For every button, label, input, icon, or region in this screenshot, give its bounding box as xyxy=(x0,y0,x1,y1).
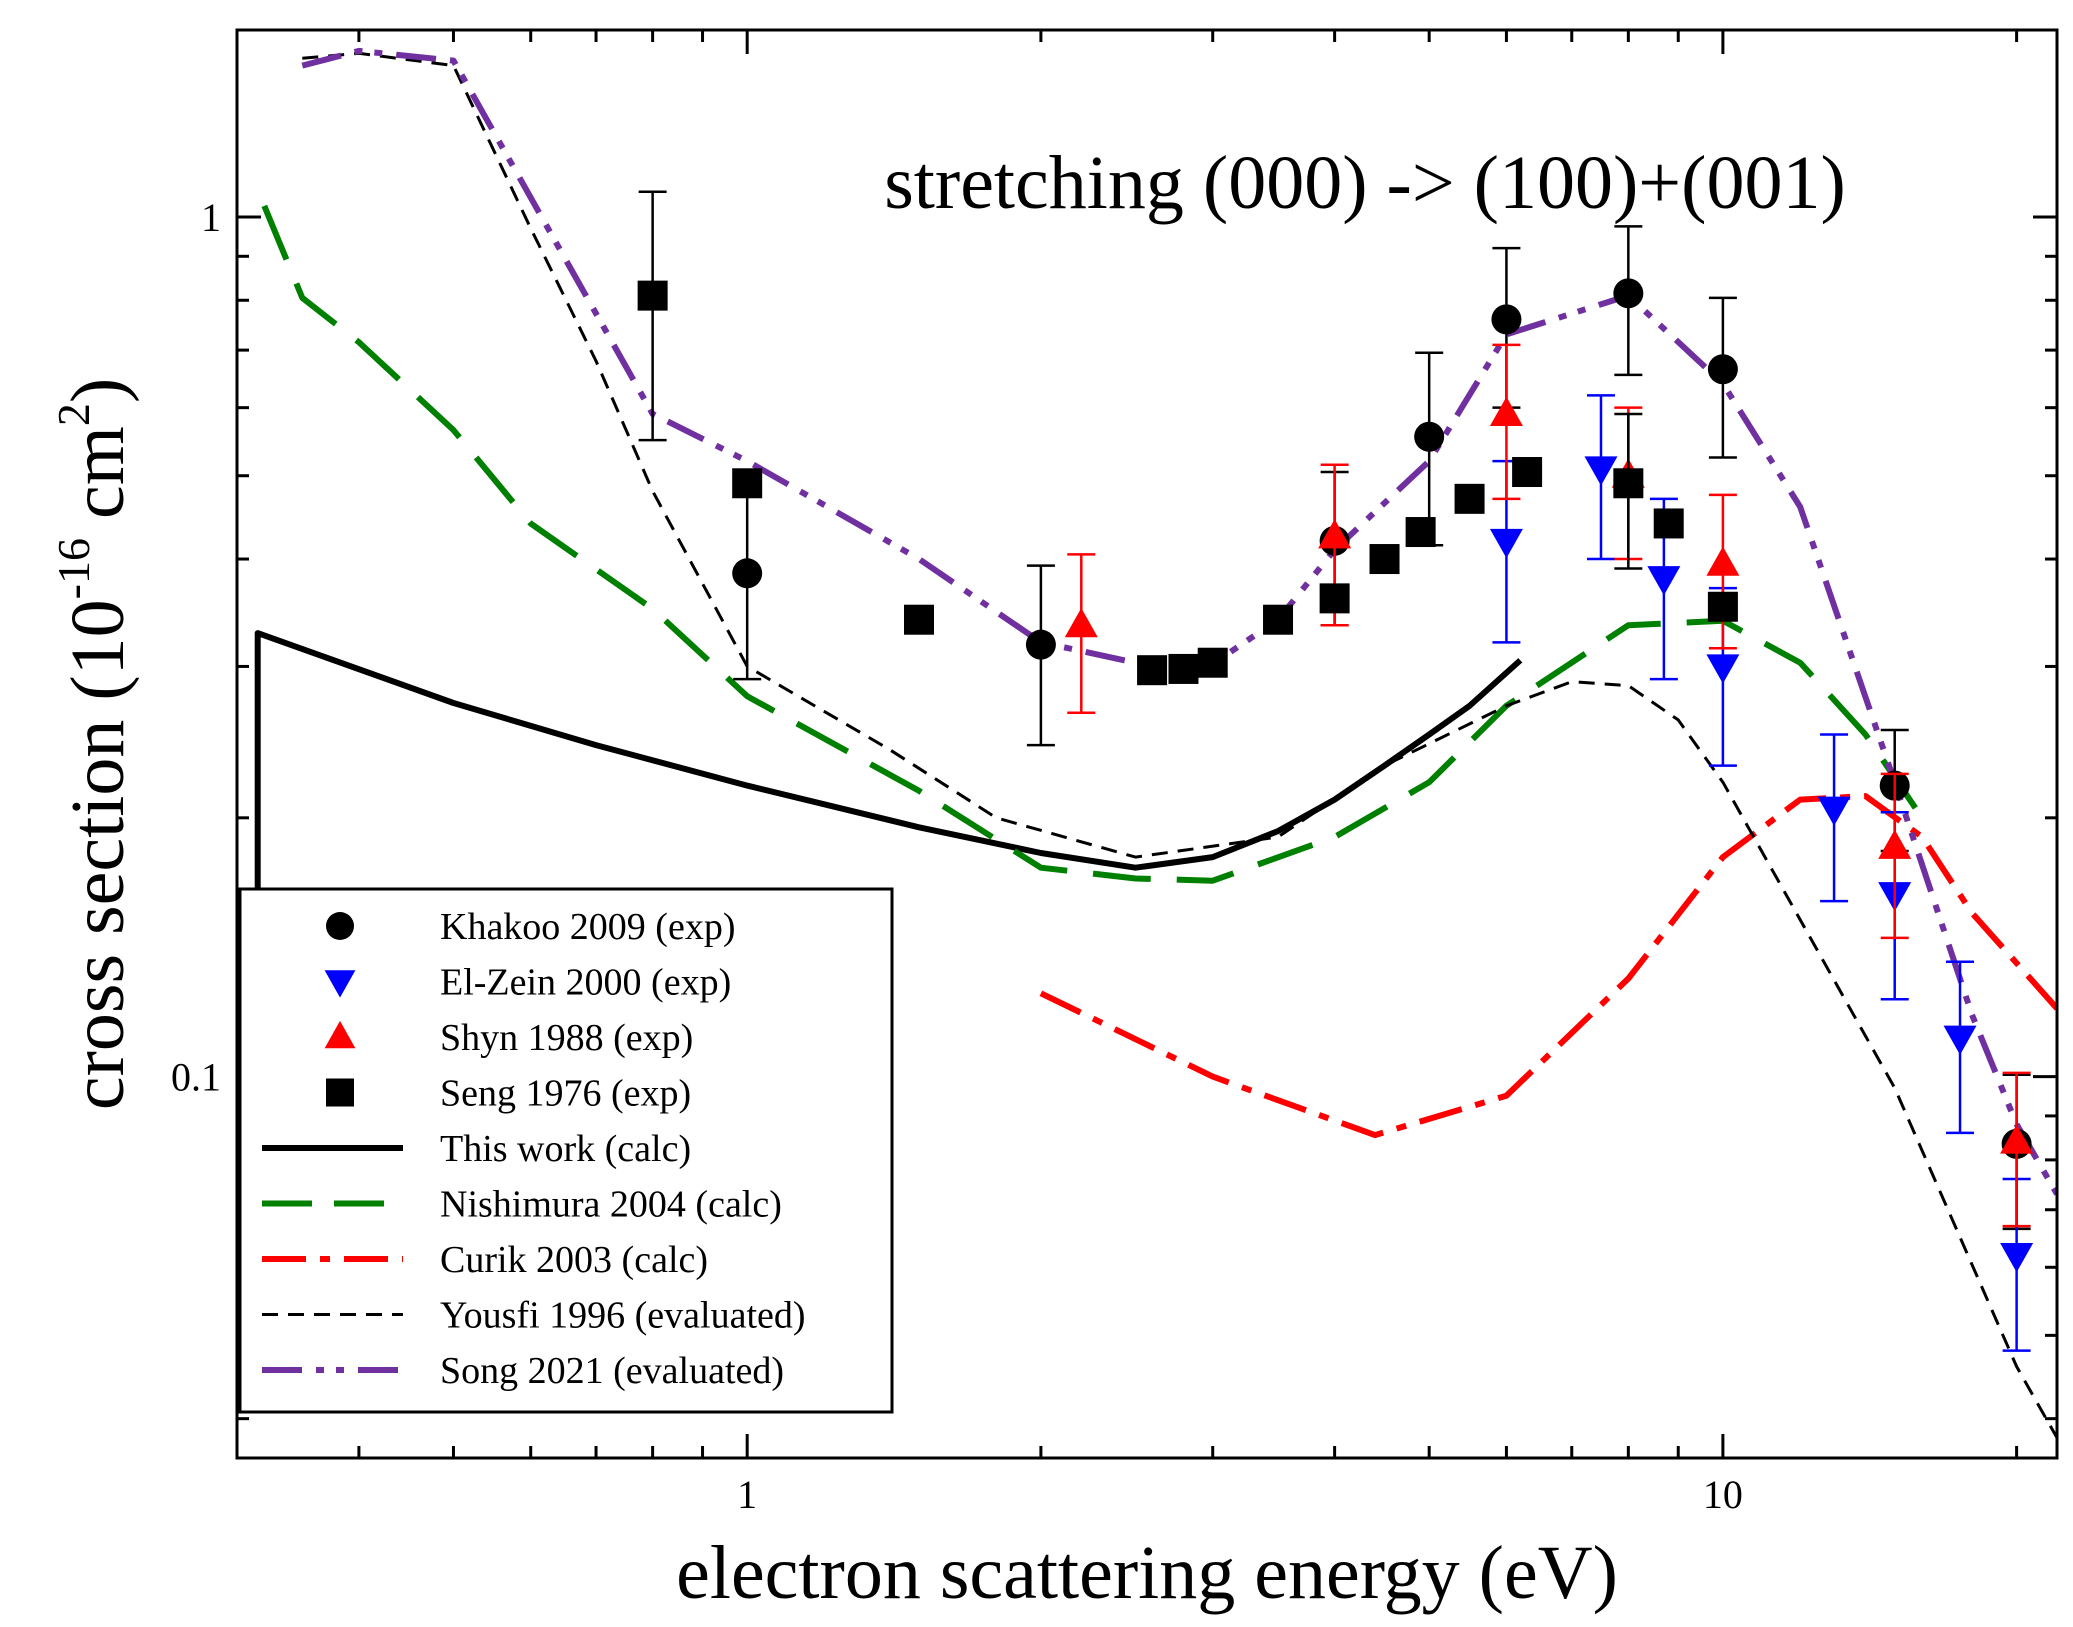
data-point-seng xyxy=(1653,508,1684,539)
legend-label-seng: Seng 1976 (exp) xyxy=(440,1073,691,1115)
data-point-khakoo xyxy=(1491,304,1522,335)
series-line-curik xyxy=(1039,793,2057,1139)
y-axis-label-exp1: -16 xyxy=(48,538,99,599)
data-point-seng xyxy=(1613,468,1644,499)
series-layer xyxy=(254,47,2057,1439)
data-point-khakoo xyxy=(1707,354,1738,385)
y-axis-label-main: cross section (10 xyxy=(56,599,140,1110)
data-point-seng xyxy=(1707,591,1738,622)
legend-label-yousfi: Yousfi 1996 (evaluated) xyxy=(440,1295,806,1337)
legend-label-curik: Curik 2003 (calc) xyxy=(440,1239,708,1281)
data-point-shyn xyxy=(1706,546,1740,576)
data-point-seng xyxy=(1319,583,1350,614)
series-line-song xyxy=(301,47,2057,1196)
ticks-layer: 1 10 0.1 1 xyxy=(171,30,2057,1517)
data-point-el-zein xyxy=(1817,796,1851,826)
y-tick-label: 0.1 xyxy=(171,1055,221,1100)
data-point-el-zein xyxy=(1584,456,1618,486)
legend-label-nishimura: Nishimura 2004 (calc) xyxy=(440,1184,782,1226)
series-line-this xyxy=(254,630,1523,1189)
data-point-seng xyxy=(1454,483,1485,514)
data-point-seng xyxy=(1197,647,1228,678)
data-point-seng xyxy=(1512,457,1543,488)
legend-label-this: This work (calc) xyxy=(440,1128,691,1170)
legend-marker-khakoo xyxy=(326,912,354,940)
chart-title: stretching (000) -> (100)+(001) xyxy=(884,141,1846,225)
legend-marker-shyn xyxy=(324,1020,356,1049)
data-point-khakoo xyxy=(1613,278,1644,309)
y-tick-label: 1 xyxy=(201,195,221,240)
data-point-seng xyxy=(903,604,934,635)
x-axis-label: electron scattering energy (eV) xyxy=(676,1531,1618,1615)
data-point-seng xyxy=(732,468,763,499)
data-point-shyn xyxy=(1878,829,1912,859)
y-axis-label: cross section (10-16 cm2) xyxy=(48,378,140,1110)
data-point-seng xyxy=(637,280,668,311)
data-point-seng xyxy=(1405,517,1436,548)
plot-frame xyxy=(235,28,2059,1460)
data-point-el-zein xyxy=(1706,654,1740,684)
data-point-shyn xyxy=(1489,396,1523,426)
data-point-el-zein xyxy=(1647,566,1681,596)
y-axis-label-end: ) xyxy=(56,378,140,403)
data-point-khakoo xyxy=(732,558,763,589)
legend: Khakoo 2009 (exp) El-Zein 2000 (exp) Shyn … xyxy=(238,887,894,1414)
data-point-shyn xyxy=(2000,1124,2034,1154)
y-axis-label-exp2: 2 xyxy=(48,403,99,426)
legend-label-khakoo: Khakoo 2009 (exp) xyxy=(440,906,735,948)
data-point-seng xyxy=(1369,544,1400,575)
data-point-khakoo xyxy=(1025,629,1056,660)
x-tick-label: 10 xyxy=(1703,1472,1743,1517)
legend-label-song: Song 2021 (evaluated) xyxy=(440,1350,784,1392)
legend-label-shyn: Shyn 1988 (exp) xyxy=(440,1017,693,1059)
data-point-seng xyxy=(1168,653,1199,684)
data-point-khakoo xyxy=(1414,421,1445,452)
data-point-el-zein xyxy=(1489,528,1523,559)
data-point-seng xyxy=(1137,655,1168,686)
data-point-el-zein xyxy=(1943,1025,1977,1055)
x-tick-label: 1 xyxy=(737,1472,757,1517)
legend-label-el-zein: El-Zein 2000 (exp) xyxy=(440,962,731,1004)
series-line-yousfi xyxy=(302,51,2057,1439)
legend-marker-el-zein xyxy=(324,970,356,998)
y-axis-label-mid: cm xyxy=(56,426,140,538)
data-point-el-zein xyxy=(2000,1243,2034,1273)
legend-marker-seng xyxy=(326,1078,354,1107)
data-point-seng xyxy=(1263,604,1294,635)
data-point-shyn xyxy=(1064,607,1098,638)
data-point-shyn xyxy=(1318,519,1352,549)
